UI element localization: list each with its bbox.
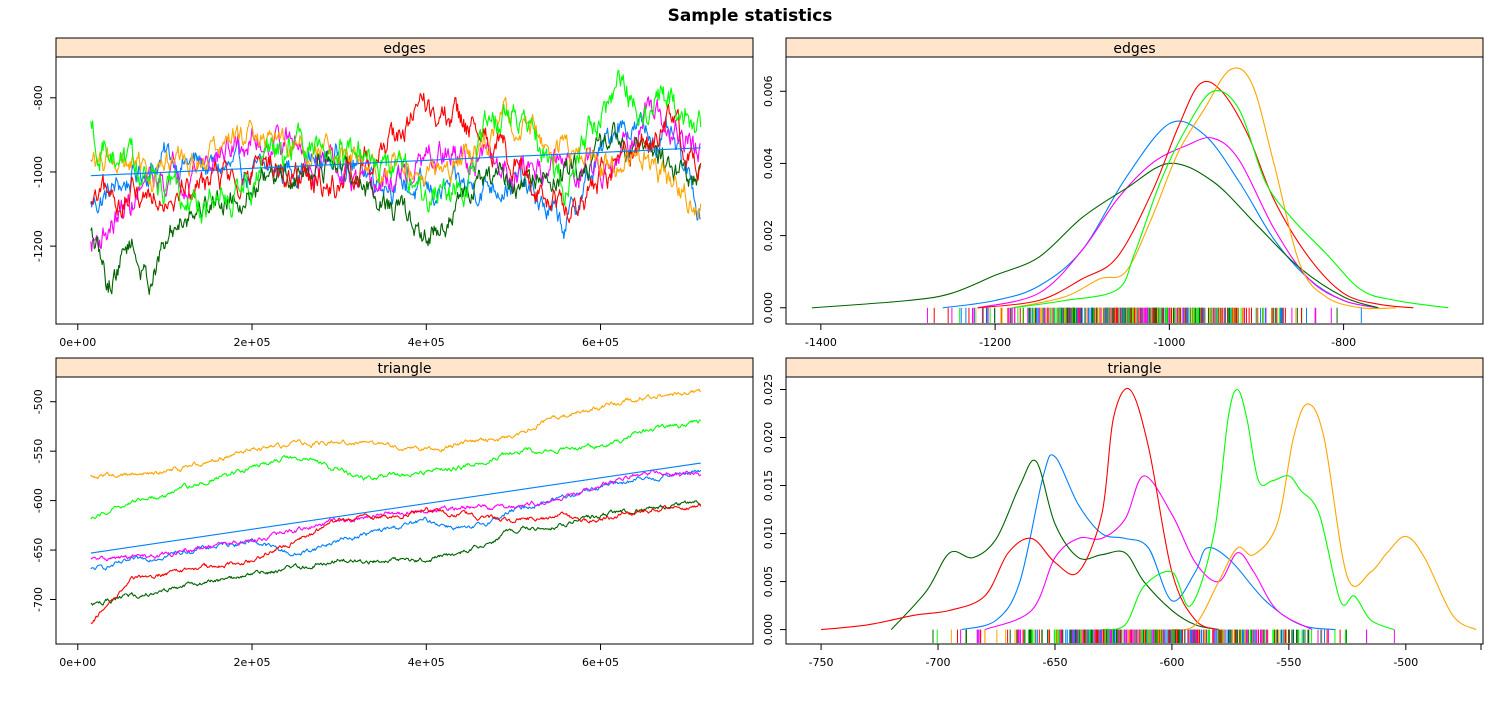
figure-title: Sample statistics [668,6,833,26]
x-tick-label: 4e+05 [408,656,445,669]
x-tick-label: 4e+05 [408,336,445,349]
chain-trace-line [90,503,702,624]
plot-frame [785,376,1484,645]
y-tick-label: -600 [32,488,45,513]
plot-frame [55,376,754,645]
density-curve [890,459,1219,631]
strip-label: edges [1113,41,1155,57]
y-tick-label: -1200 [32,230,45,262]
density-curve [977,80,1414,309]
panel-trace-edges: edges 0e+00 2e+05 4e+05 6e+05 -1200 -1000 -800 [32,37,754,349]
density-curve [942,120,1379,309]
x-tick-label: -800 [1331,336,1356,349]
rug-marks [926,307,1362,323]
y-tick-label: -500 [32,389,45,414]
y-tick-label: -1000 [32,156,45,188]
x-tick-label: 2e+05 [234,336,271,349]
plot-frame [785,56,1484,325]
panel-trace-triangle: triangle 0e+00 2e+05 4e+05 6e+05 -700 -650 -60… [32,357,754,669]
chain-trace-line [90,500,702,606]
plot-area: -750 -700 -650 -600 -550 -500 0.000 0.005 0.010 0… [762,374,1482,669]
density-curve [1171,403,1477,631]
x-tick-label: -600 [1159,656,1184,669]
x-tick-label: 2e+05 [234,656,271,669]
x-tick-label: -1000 [1153,336,1185,349]
y-tick-label: -550 [32,439,45,464]
x-tick-label: -550 [1276,656,1301,669]
density-curve [977,137,1379,309]
panel-density-triangle: triangle -750 -700 -650 -600 -550 -500 0.000 0.… [762,357,1484,669]
panel-density-edges: edges -1400 -1200 -1000 -800 0.000 0.002 0.004… [762,37,1484,349]
chain-trace-line [90,69,702,224]
x-tick-label: -1200 [979,336,1011,349]
density-curve [812,162,1379,309]
plot-area: 0e+00 2e+05 4e+05 6e+05 -700 -650 -600 -550 -500 [32,388,702,669]
rug-marks [932,629,1395,643]
x-tick-label: 6e+05 [582,336,619,349]
chain-trace-line [90,96,702,220]
y-tick-label: 0.000 [762,614,775,646]
x-tick-label: -500 [1393,656,1418,669]
trend-line [90,462,701,554]
y-tick-label: 0.000 [762,292,775,324]
x-tick-label: -1400 [805,336,837,349]
y-tick-label: 0.010 [762,518,775,550]
y-tick-label: 0.005 [762,566,775,598]
y-tick-label: -700 [32,587,45,612]
chain-trace-line [90,96,701,252]
x-tick-label: 0e+00 [59,336,96,349]
y-tick-label: -800 [32,85,45,110]
y-tick-label: 0.025 [762,374,775,406]
density-curve [961,454,1336,631]
x-tick-label: 6e+05 [582,656,619,669]
density-curve [1012,90,1449,309]
y-tick-label: 0.002 [762,220,775,252]
chain-trace-line [90,419,702,520]
y-tick-label: 0.006 [762,76,775,108]
plot-frame [55,56,754,325]
chain-trace-line [90,388,702,480]
plot-area: 0e+00 2e+05 4e+05 6e+05 -1200 -1000 -800 [32,69,702,349]
density-curve [821,387,1219,631]
density-curve [1101,388,1395,631]
x-tick-label: 0e+00 [59,656,96,669]
x-tick-label: -650 [1042,656,1067,669]
strip-label: edges [383,41,425,57]
x-tick-label: -750 [809,656,834,669]
density-curve [984,475,1313,631]
chain-trace-line [90,121,702,295]
strip-label: triangle [1108,361,1162,377]
chain-trace-line [90,469,702,562]
trend-line [90,147,701,177]
y-tick-label: 0.015 [762,470,775,502]
y-tick-label: 0.020 [762,422,775,454]
y-tick-label: -650 [32,538,45,563]
strip-label: triangle [378,361,432,377]
plot-area: -1400 -1200 -1000 -800 0.000 0.002 0.004 0.006 [762,67,1449,349]
y-tick-label: 0.004 [762,148,775,180]
x-tick-label: -700 [926,656,951,669]
density-curve [1012,67,1396,310]
